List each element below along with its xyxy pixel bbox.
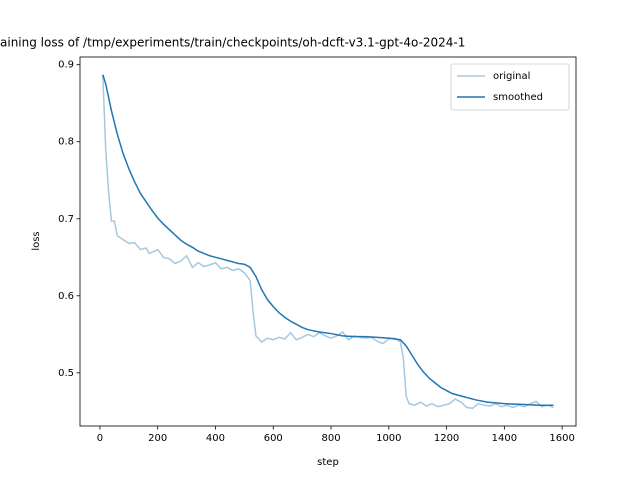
x-tick-label: 0	[97, 433, 103, 444]
x-tick-label: 200	[148, 433, 167, 444]
x-tick-label: 600	[264, 433, 283, 444]
chart-title: aining loss of /tmp/experiments/train/ch…	[0, 36, 465, 50]
y-tick-label: 0.6	[58, 291, 74, 302]
x-tick-label: 1200	[434, 433, 459, 444]
x-tick-label: 800	[321, 433, 340, 444]
x-tick-label: 1600	[549, 433, 574, 444]
y-tick-label: 0.8	[58, 137, 74, 148]
y-tick-label: 0.9	[58, 60, 74, 71]
y-axis-label: loss	[31, 231, 42, 250]
x-tick-label: 1000	[376, 433, 401, 444]
y-tick-label: 0.5	[58, 368, 74, 379]
axes-frame	[79, 56, 577, 427]
y-tick-label: 0.7	[58, 214, 74, 225]
x-tick-label: 1400	[492, 433, 517, 444]
line-series	[102, 74, 554, 406]
line-series	[102, 74, 554, 410]
legend-label: original	[493, 71, 530, 82]
legend-label: smoothed	[493, 92, 543, 103]
x-tick-label: 400	[206, 433, 225, 444]
x-axis-label: step	[317, 457, 339, 468]
